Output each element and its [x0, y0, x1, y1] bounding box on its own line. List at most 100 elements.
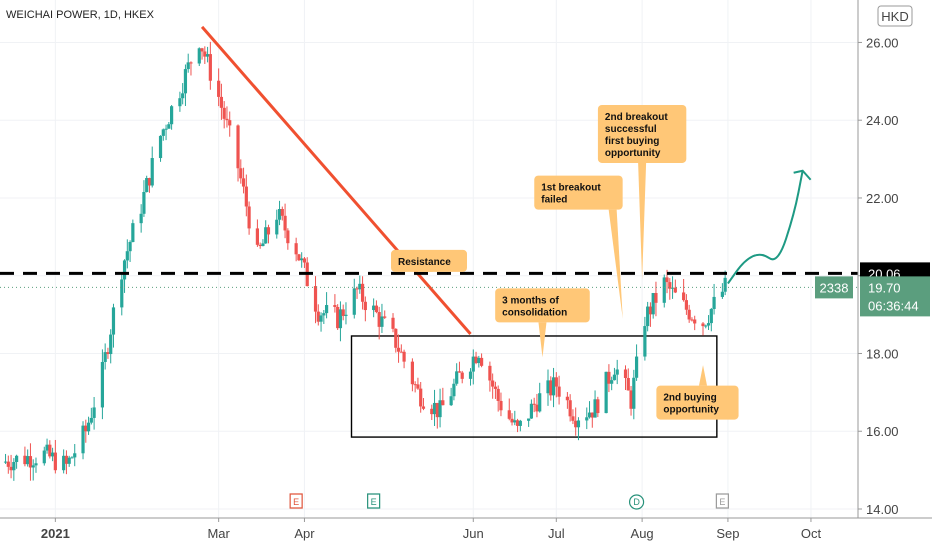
- callout-text: failed: [541, 195, 567, 206]
- y-tick-label: 16.00: [866, 424, 899, 439]
- candle-body: [167, 124, 171, 129]
- candle-body: [217, 80, 221, 97]
- candle-body: [197, 48, 201, 64]
- candle-body: [372, 305, 376, 311]
- event-letter: E: [371, 497, 377, 507]
- callout-pointer: [638, 162, 647, 280]
- candle-body: [632, 377, 636, 409]
- candle-body: [585, 417, 589, 421]
- candle-body: [3, 461, 8, 463]
- candle-body: [86, 422, 91, 432]
- candle-body: [89, 417, 93, 423]
- candle-body: [200, 48, 204, 52]
- candle-body: [615, 369, 619, 375]
- candle-body: [355, 288, 359, 290]
- candle-body: [413, 384, 417, 386]
- candle-body: [139, 213, 143, 224]
- candle-body: [42, 450, 46, 464]
- candle-body: [565, 396, 569, 401]
- candle-body: [457, 371, 462, 373]
- candle-body: [103, 352, 107, 362]
- candle-body: [576, 420, 581, 428]
- candle-body: [391, 317, 395, 329]
- candle-body: [538, 393, 542, 412]
- candle-body: [208, 54, 212, 81]
- candle-body: [554, 377, 558, 387]
- earnings-marker: [715, 493, 729, 509]
- callout-text: 3 months of: [502, 295, 559, 306]
- y-tick-label: 26.00: [866, 35, 899, 50]
- candle-body: [244, 186, 248, 207]
- event-letter: E: [293, 497, 299, 507]
- candle-body: [28, 456, 33, 468]
- candle-body: [363, 301, 367, 311]
- projection-arrow-head: [793, 169, 812, 181]
- volume-badge: [815, 276, 853, 299]
- candle-body: [477, 357, 481, 364]
- candle-body: [682, 292, 686, 301]
- candle-body: [623, 369, 628, 378]
- candle-body: [178, 98, 182, 107]
- candle-body: [360, 283, 365, 302]
- candle-body: [535, 404, 539, 412]
- candle-body: [468, 371, 473, 379]
- candle-body: [313, 286, 318, 312]
- candle-body: [181, 93, 185, 99]
- callout-text: opportunity: [605, 148, 661, 159]
- candle-body: [471, 356, 475, 372]
- candle-body: [668, 282, 672, 289]
- earnings-marker: [289, 493, 303, 509]
- candle-body: [626, 377, 630, 391]
- candle-body: [479, 357, 484, 366]
- candle-body: [587, 412, 592, 418]
- candle-body: [396, 347, 401, 352]
- candle-body: [219, 96, 224, 108]
- candle-body: [294, 243, 298, 255]
- candle-body: [421, 406, 426, 409]
- candle-body: [438, 400, 442, 418]
- candle-body: [662, 277, 666, 303]
- candle-body: [551, 377, 556, 396]
- x-tick-label: 2021: [41, 526, 70, 541]
- y-tick-label: 14.00: [866, 502, 899, 517]
- candle-body: [596, 399, 600, 414]
- candle-body: [654, 292, 658, 303]
- candle-body: [452, 383, 456, 397]
- currency-button[interactable]: [877, 5, 913, 27]
- candle-body: [720, 291, 724, 297]
- candle-body: [684, 300, 688, 310]
- candle-body: [518, 420, 522, 426]
- candle-body: [441, 400, 445, 406]
- candle-body: [634, 356, 639, 378]
- candle-body: [557, 386, 561, 397]
- candle-body: [706, 323, 711, 326]
- time-axis[interactable]: 2021 Mar Apr Jun Jul Aug Sep Oct: [41, 518, 822, 541]
- candle-body: [319, 315, 323, 322]
- price-axis[interactable]: 26.0024.0022.0020.0018.0016.0014.0020.06…: [815, 35, 930, 517]
- candle-body: [338, 309, 343, 329]
- candle-body: [474, 356, 478, 364]
- candle-body: [128, 242, 132, 252]
- candle-body: [651, 292, 655, 315]
- candle-body: [571, 416, 575, 421]
- callout-box: [534, 175, 623, 210]
- candle-body: [358, 283, 362, 290]
- callout-text: successful: [605, 124, 657, 135]
- drawings: [0, 25, 858, 336]
- candle-body: [170, 106, 174, 125]
- candle-body: [629, 390, 633, 409]
- candle-body: [673, 287, 677, 293]
- candle-body: [53, 452, 57, 471]
- candle-body: [435, 402, 439, 418]
- candle-body: [510, 418, 514, 423]
- y-tick-label: 18.00: [866, 346, 899, 361]
- candle-body: [50, 452, 55, 457]
- callout-text: first buying: [605, 136, 659, 147]
- candle-body: [643, 326, 647, 357]
- candle-body: [258, 244, 262, 247]
- candle-body: [62, 455, 66, 471]
- candle-body: [394, 328, 398, 348]
- candle-body: [186, 62, 190, 70]
- candle-body: [610, 380, 614, 384]
